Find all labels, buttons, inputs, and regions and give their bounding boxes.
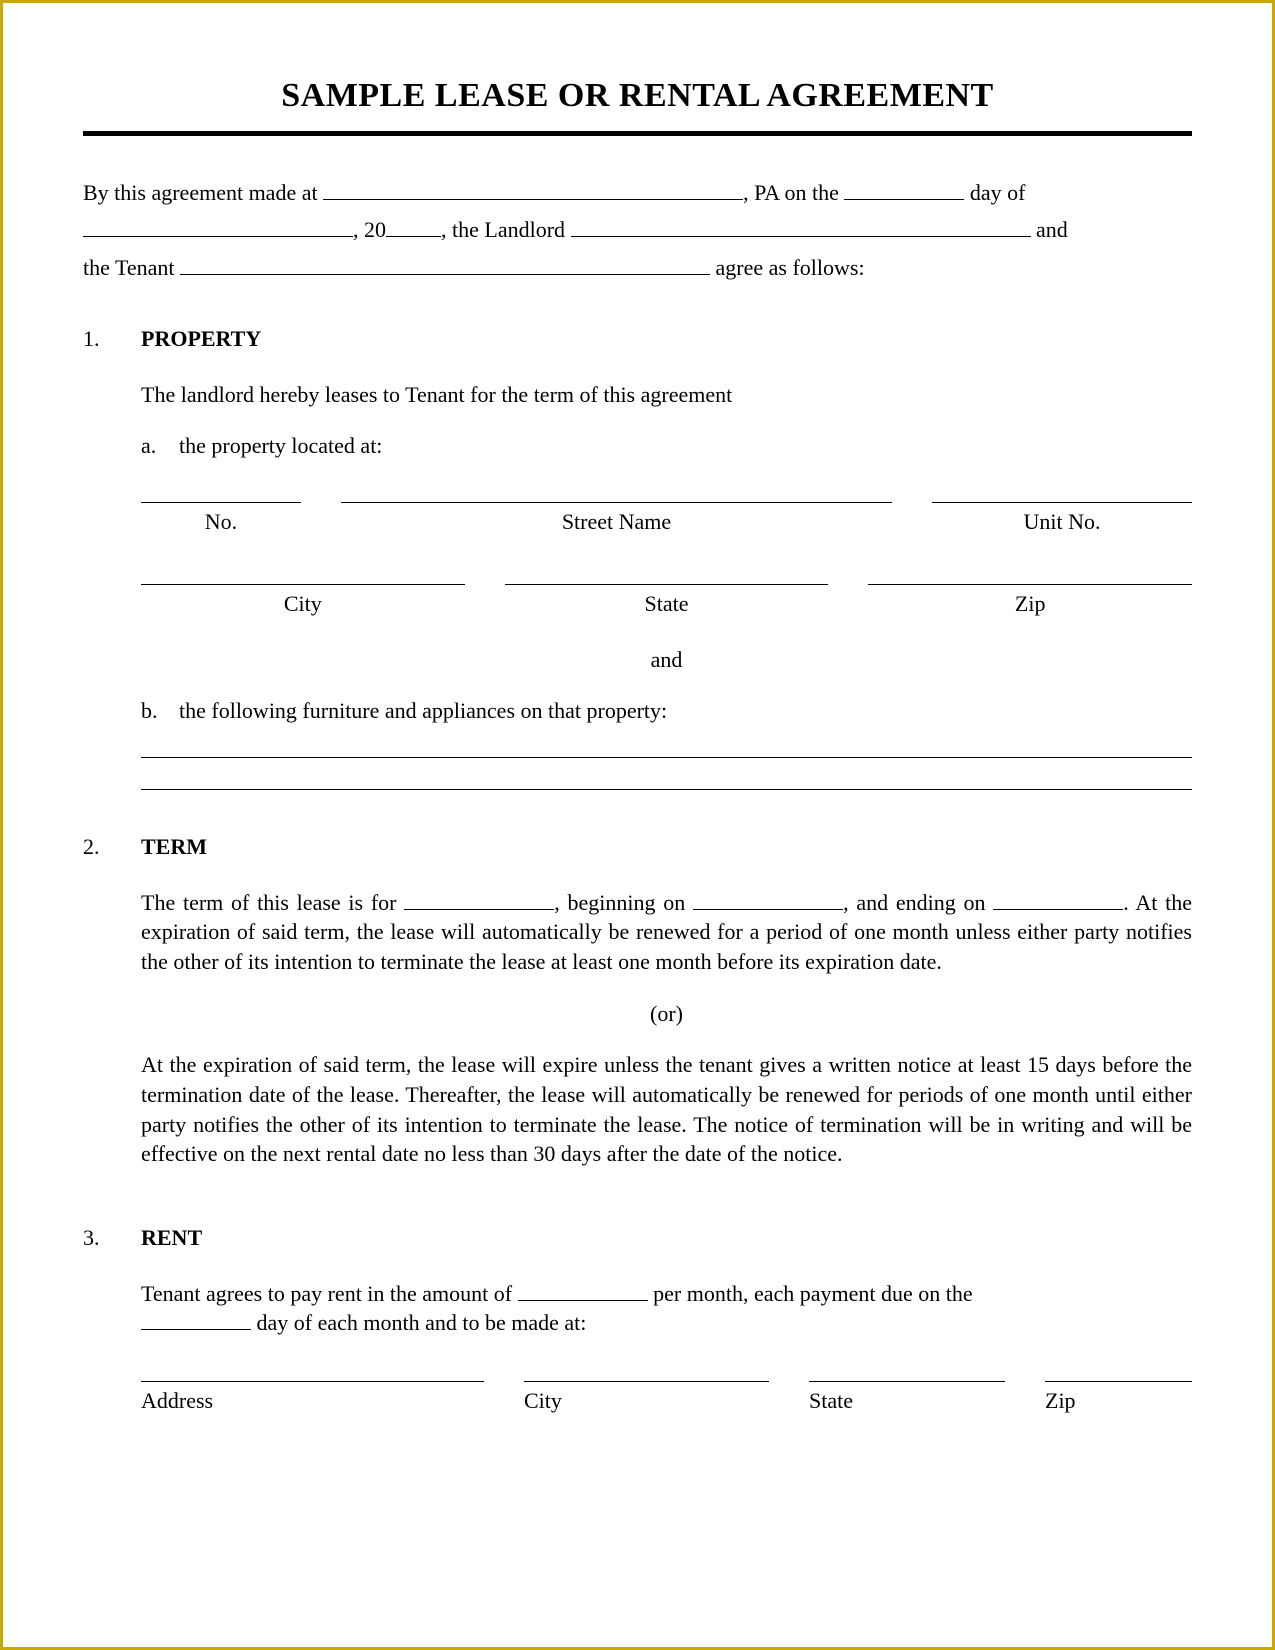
field-label: Unit No. (932, 507, 1192, 537)
rent-text: day of each month and to be made at: (251, 1310, 586, 1335)
rent-address-row: Address City State Zip (141, 1360, 1192, 1416)
blank-tenant[interactable] (180, 253, 710, 275)
subitem-a: a. the property located at: (141, 431, 1192, 461)
section-property: 1. PROPERTY The landlord hereby leases t… (83, 324, 1192, 800)
field-label: City (141, 589, 465, 619)
subitem-text: the property located at: (179, 431, 382, 461)
section-number: 1. (83, 324, 141, 800)
intro-paragraph: By this agreement made at , PA on the da… (83, 174, 1192, 286)
intro-text: day of (964, 180, 1025, 205)
property-intro: The landlord hereby leases to Tenant for… (141, 380, 1192, 410)
field-label: Zip (1045, 1386, 1192, 1416)
blank-furniture-2[interactable] (141, 768, 1192, 790)
term-text: . (1123, 890, 1129, 915)
intro-text: , PA on the (743, 180, 844, 205)
or-separator: (or) (141, 999, 1192, 1029)
blank-pay-city[interactable] (524, 1360, 769, 1382)
rent-text: Tenant agrees to pay rent in the amount … (141, 1281, 518, 1306)
address-row-1: No. Street Name Unit No. (141, 481, 1192, 537)
section-number: 2. (83, 832, 141, 1191)
blank-state[interactable] (505, 563, 829, 585)
section-heading: TERM (141, 832, 1192, 862)
blank-unit[interactable] (932, 481, 1192, 503)
section-number: 3. (83, 1223, 141, 1416)
blank-furniture-1[interactable] (141, 736, 1192, 758)
blank-begin-date[interactable] (693, 888, 843, 910)
blank-rent-amount[interactable] (518, 1279, 648, 1301)
term-paragraph-1: The term of this lease is for , beginnin… (141, 888, 1192, 977)
intro-text: , 20 (353, 217, 386, 242)
blank-pay-address[interactable] (141, 1360, 484, 1382)
section-heading: RENT (141, 1223, 1192, 1253)
field-label: State (505, 589, 829, 619)
blank-pay-zip[interactable] (1045, 1360, 1192, 1382)
field-label: State (809, 1386, 1005, 1416)
intro-text: agree as follows: (710, 255, 865, 280)
term-text: , beginning on (554, 890, 693, 915)
section-term: 2. TERM The term of this lease is for , … (83, 832, 1192, 1191)
intro-text: By this agreement made at (83, 180, 323, 205)
blank-year[interactable] (386, 215, 441, 237)
blank-month[interactable] (83, 215, 353, 237)
section-rent: 3. RENT Tenant agrees to pay rent in the… (83, 1223, 1192, 1416)
blank-landlord[interactable] (571, 215, 1031, 237)
field-label: Address (141, 1386, 484, 1416)
blank-day[interactable] (844, 178, 964, 200)
document-title: SAMPLE LEASE OR RENTAL AGREEMENT (83, 73, 1192, 136)
address-row-2: City State Zip (141, 563, 1192, 619)
subitem-label: a. (141, 431, 179, 461)
rent-paragraph: Tenant agrees to pay rent in the amount … (141, 1279, 1192, 1338)
and-separator: and (141, 645, 1192, 675)
section-heading: PROPERTY (141, 324, 1192, 354)
field-label: City (524, 1386, 769, 1416)
term-text: , and ending on (843, 890, 993, 915)
field-label: Street Name (341, 507, 892, 537)
blank-no[interactable] (141, 481, 301, 503)
subitem-text: the following furniture and appliances o… (179, 696, 667, 726)
intro-text: the Tenant (83, 255, 180, 280)
blank-street[interactable] (341, 481, 892, 503)
blank-pay-state[interactable] (809, 1360, 1005, 1382)
term-paragraph-2: At the expiration of said term, the leas… (141, 1050, 1192, 1169)
blank-end-date[interactable] (993, 888, 1123, 910)
field-label: Zip (868, 589, 1192, 619)
blank-zip[interactable] (868, 563, 1192, 585)
blank-location[interactable] (323, 178, 743, 200)
blank-rent-day[interactable] (141, 1308, 251, 1330)
intro-text: , the Landlord (441, 217, 571, 242)
blank-city[interactable] (141, 563, 465, 585)
term-text: The term of this lease is for (141, 890, 404, 915)
intro-text: and (1031, 217, 1068, 242)
blank-term-length[interactable] (404, 888, 554, 910)
field-label: No. (141, 507, 301, 537)
rent-text: per month, each payment due on the (648, 1281, 973, 1306)
subitem-label: b. (141, 696, 179, 726)
subitem-b: b. the following furniture and appliance… (141, 696, 1192, 726)
